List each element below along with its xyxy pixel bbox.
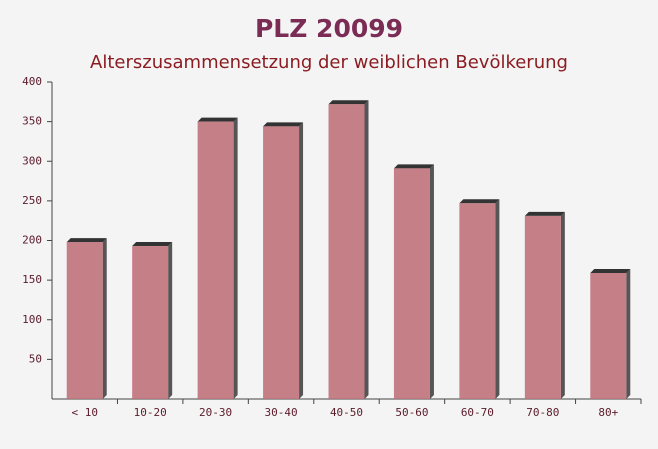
bar-top [66,238,107,243]
bar-top [459,199,500,204]
bar-side [233,117,238,399]
x-tick-label: 10-20 [134,406,167,419]
bar [459,203,496,399]
bar-side [364,100,369,399]
bar-top [132,242,173,247]
bar-side [495,199,500,399]
bar-top [263,122,304,127]
x-tick-label: 40-50 [330,406,363,419]
x-tick-label: 80+ [598,406,618,419]
x-tick-label: 50-60 [395,406,428,419]
chart-title: PLZ 20099 [255,14,403,43]
bar [197,121,234,399]
bar-side [299,122,304,399]
bar-top [393,164,434,169]
y-tick-label: 350 [22,115,42,128]
y-tick-label: 150 [22,273,42,286]
bar [524,215,561,399]
bar [328,104,365,399]
bar [132,246,169,399]
bar-top [328,100,369,105]
bar [393,168,430,399]
y-tick-label: 250 [22,194,42,207]
bar-side [626,268,631,399]
bar-side [429,164,434,399]
bar-top [590,268,631,273]
bar [590,272,627,399]
bar-side [560,211,565,399]
bar [66,242,103,399]
chart-subtitle: Alterszusammensetzung der weiblichen Bev… [90,52,568,73]
x-tick-label: 20-30 [199,406,232,419]
bar-side [102,238,107,399]
x-tick-label: < 10 [71,406,98,419]
y-tick-label: 200 [22,234,42,247]
x-tick-label: 60-70 [461,406,494,419]
y-tick-label: 400 [22,75,42,88]
x-tick-label: 70-80 [526,406,559,419]
x-tick-label: 30-40 [264,406,297,419]
bar-top [524,211,565,216]
y-tick-label: 300 [22,154,42,167]
y-tick-label: 100 [22,313,42,326]
y-tick-label: 50 [29,352,42,365]
bar-side [168,242,173,399]
bar [263,126,300,399]
bar-top [197,117,238,122]
